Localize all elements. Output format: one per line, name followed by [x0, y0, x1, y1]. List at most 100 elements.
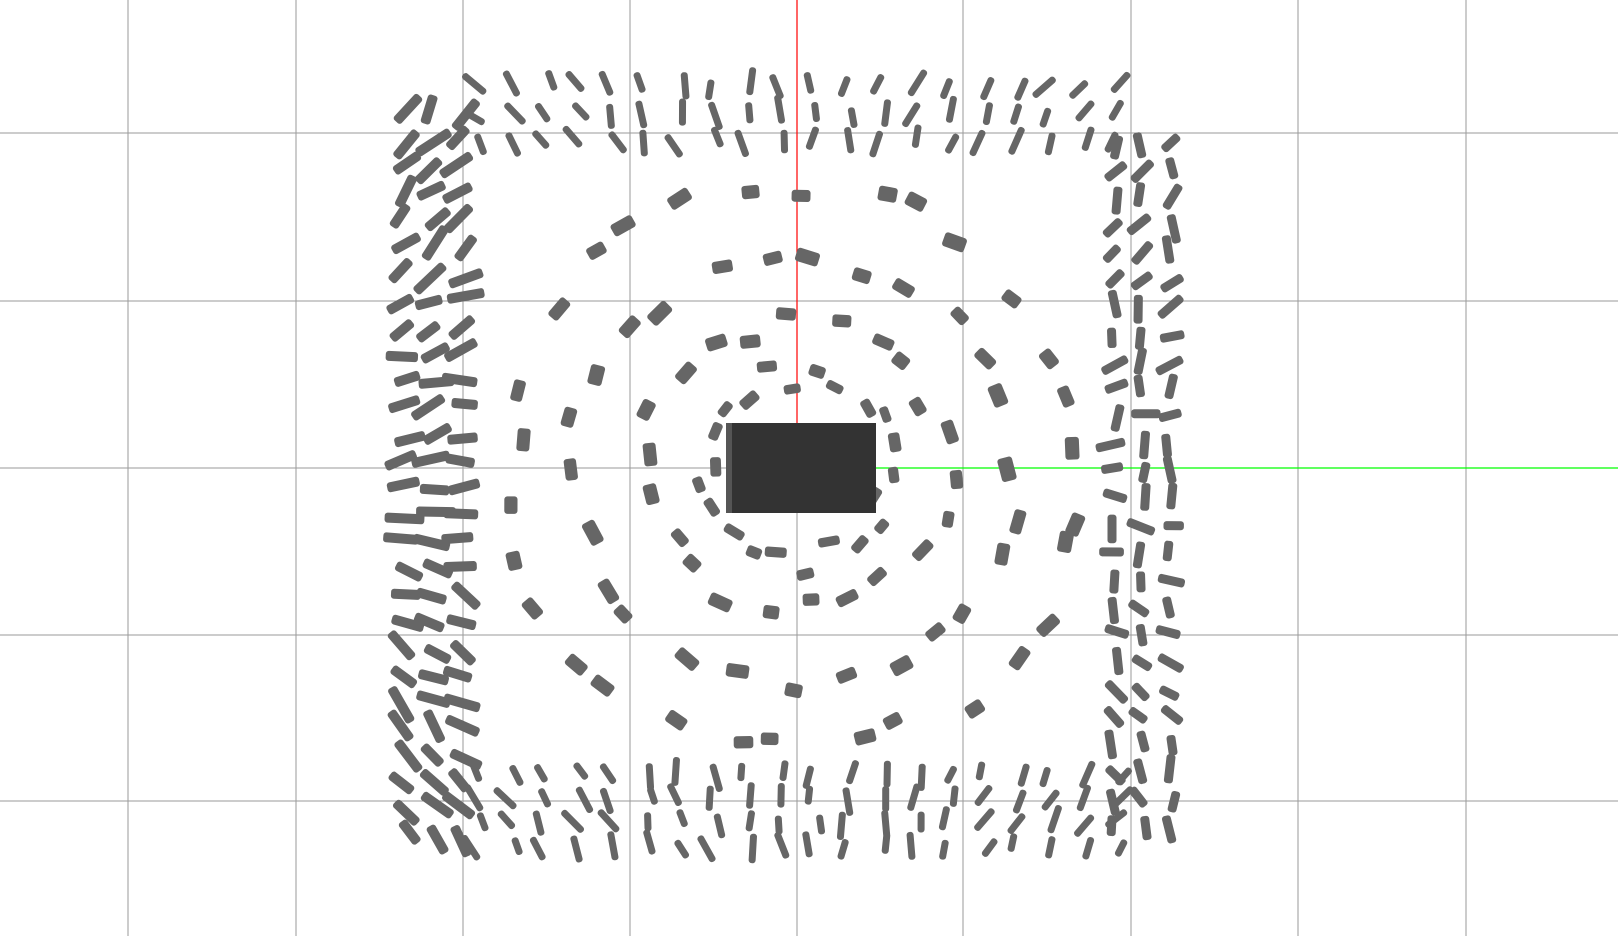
small-object	[590, 674, 615, 697]
frame-object	[393, 93, 423, 124]
frame-object	[448, 315, 476, 340]
frame-object	[420, 791, 454, 819]
frame-object	[1110, 404, 1125, 432]
center-object[interactable]	[726, 423, 876, 513]
frame-object	[746, 782, 755, 809]
frame-object	[745, 810, 755, 832]
frame-object	[1107, 596, 1119, 625]
frame-object	[1160, 705, 1184, 725]
frame-object	[388, 395, 421, 414]
frame-object	[940, 78, 953, 100]
frame-object	[597, 809, 620, 833]
frame-object	[1159, 330, 1185, 343]
frame-object	[562, 125, 583, 148]
small-object	[665, 709, 688, 731]
frame-object	[443, 203, 474, 234]
small-object	[725, 663, 750, 679]
frame-object	[446, 288, 485, 304]
small-object	[703, 497, 721, 517]
frame-object	[1045, 836, 1056, 859]
frame-object	[450, 825, 472, 858]
small-object	[1009, 509, 1027, 535]
frame-object	[745, 102, 754, 124]
frame-object	[949, 785, 959, 807]
small-object	[925, 622, 946, 642]
frame-object	[606, 103, 615, 129]
frame-object	[680, 72, 690, 100]
small-object	[775, 307, 797, 321]
frame-object	[1105, 765, 1126, 786]
small-object	[618, 315, 641, 339]
small-object	[756, 360, 778, 373]
frame-object	[565, 70, 585, 92]
small-object	[711, 259, 733, 274]
frame-object	[1161, 433, 1172, 458]
frame-object	[1130, 271, 1153, 291]
frame-object	[398, 819, 421, 845]
small-object	[564, 653, 588, 676]
frame-object	[974, 784, 993, 807]
small-object	[879, 406, 892, 423]
frame-object	[420, 342, 450, 364]
small-object	[708, 422, 723, 441]
frame-object	[981, 838, 998, 857]
frame-object	[1114, 839, 1128, 857]
frame-object	[423, 709, 446, 743]
frame-object	[426, 824, 449, 855]
frame-object	[497, 810, 516, 830]
frame-object	[451, 581, 481, 610]
frame-object	[1081, 126, 1095, 151]
frame-object	[534, 102, 551, 123]
frame-object	[837, 839, 849, 860]
frame-object	[1160, 273, 1184, 293]
frame-object	[1095, 437, 1126, 453]
frame-object	[474, 133, 487, 156]
small-object	[941, 510, 955, 528]
frame-object	[442, 665, 473, 683]
frame-object	[1162, 183, 1183, 210]
small-object	[563, 458, 578, 481]
frame-object	[1131, 241, 1154, 265]
small-object	[835, 588, 859, 608]
frame-object	[1039, 766, 1051, 788]
frame-object	[1079, 760, 1096, 789]
frame-object	[416, 321, 441, 343]
small-object	[783, 383, 801, 395]
frame-object	[391, 614, 425, 632]
frame-object	[837, 76, 851, 97]
frame-object	[945, 95, 957, 123]
frame-object	[939, 839, 949, 860]
frame-object	[1130, 159, 1154, 183]
small-object	[741, 184, 760, 200]
frame-object	[907, 69, 928, 97]
small-object	[1065, 512, 1086, 537]
frame-object	[1108, 99, 1124, 121]
frame-object	[1104, 680, 1129, 704]
frame-object	[444, 338, 478, 363]
frame-object	[1007, 833, 1018, 852]
frame-object	[667, 783, 682, 807]
small-object	[994, 542, 1011, 566]
frame-object	[902, 102, 921, 128]
frame-object	[710, 126, 724, 148]
frame-object	[545, 70, 558, 91]
frame-object	[441, 791, 476, 820]
small-object	[642, 442, 658, 467]
frame-object	[1101, 355, 1129, 375]
frame-object	[538, 788, 552, 808]
frame-object	[454, 234, 477, 262]
frame-object	[803, 72, 815, 94]
frame-object	[1110, 71, 1131, 93]
frame-object	[388, 686, 415, 724]
frame-object	[1099, 547, 1124, 557]
frame-object	[1111, 186, 1123, 215]
frame-object	[532, 130, 550, 149]
small-object	[745, 545, 763, 560]
frame-object	[449, 748, 483, 770]
small-object	[586, 241, 607, 260]
frame-object	[708, 101, 723, 131]
frame-object	[448, 268, 484, 289]
frame-object	[443, 693, 481, 713]
center-object-body[interactable]	[726, 423, 876, 513]
